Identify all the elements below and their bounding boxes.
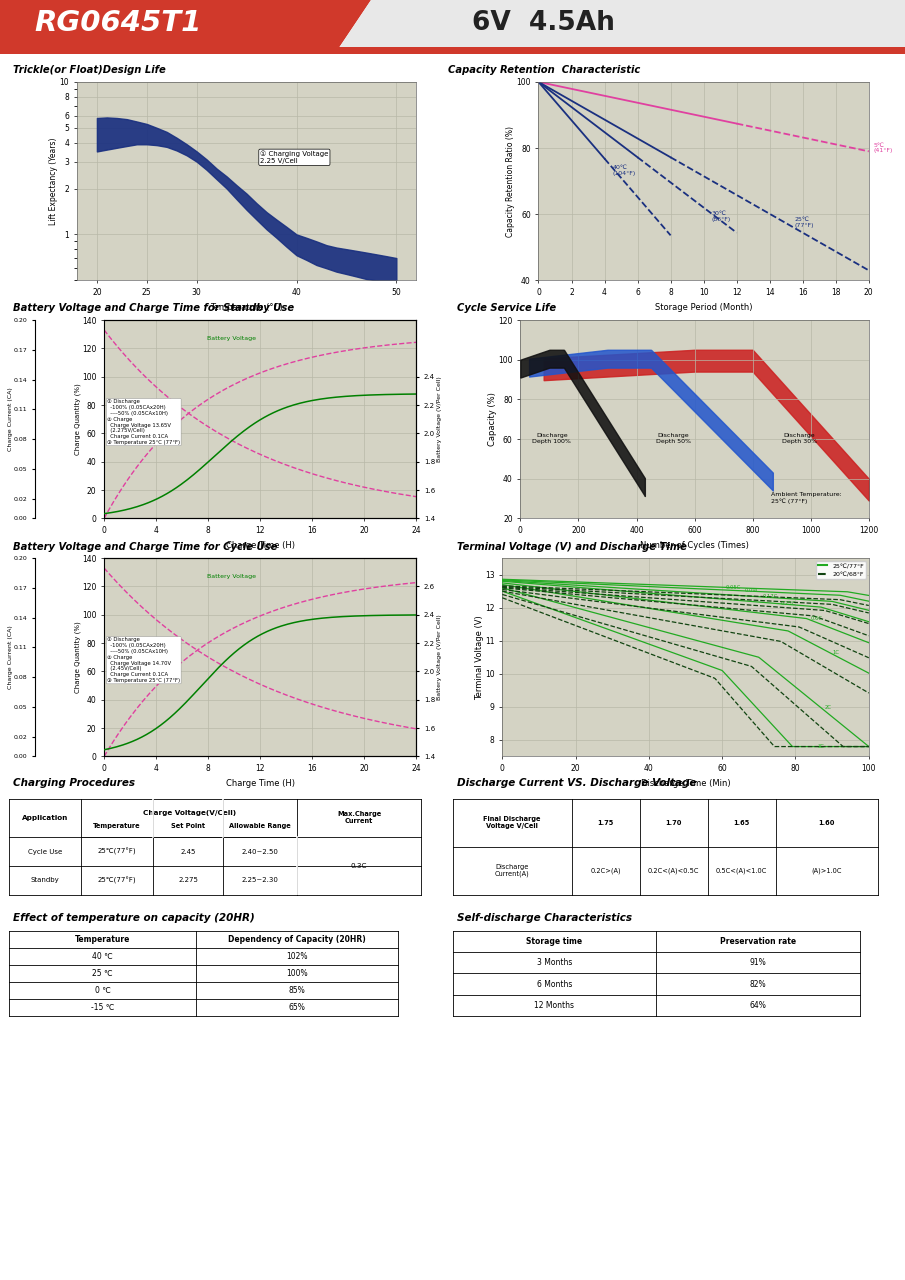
Text: 0.2C<(A)<0.5C: 0.2C<(A)<0.5C (648, 868, 700, 874)
Text: 102%: 102% (286, 952, 308, 961)
Text: Discharge Current VS. Discharge Voltage: Discharge Current VS. Discharge Voltage (457, 778, 696, 788)
X-axis label: Charge Time (H): Charge Time (H) (225, 778, 295, 787)
Y-axis label: Charge Current (CA): Charge Current (CA) (7, 626, 13, 689)
Text: Cycle Service Life: Cycle Service Life (457, 303, 556, 314)
Text: 0.6C: 0.6C (810, 616, 822, 621)
Text: ① Discharge
  -100% (0.05CAx20H)
  ----50% (0.05CAx10H)
② Charge
  Charge Voltag: ① Discharge -100% (0.05CAx20H) ----50% (… (107, 637, 180, 684)
Text: 0.17C: 0.17C (763, 594, 778, 599)
Text: 2.45: 2.45 (180, 849, 195, 855)
Text: ① Discharge
  -100% (0.05CAx20H)
  ----50% (0.05CAx10H)
② Charge
  Charge Voltag: ① Discharge -100% (0.05CAx20H) ----50% (… (107, 399, 180, 445)
Text: 0.25C: 0.25C (781, 602, 796, 605)
Text: 6 Months: 6 Months (537, 979, 572, 988)
Text: Discharge
Depth 100%: Discharge Depth 100% (532, 433, 571, 444)
Text: Effect of temperature on capacity (20HR): Effect of temperature on capacity (20HR) (14, 913, 255, 923)
Y-axis label: Battery Voltage (V/Per Cell): Battery Voltage (V/Per Cell) (436, 614, 442, 700)
Text: -15 ℃: -15 ℃ (90, 1004, 114, 1012)
Text: Dependency of Capacity (20HR): Dependency of Capacity (20HR) (228, 934, 366, 943)
Text: Capacity Retention  Characteristic: Capacity Retention Characteristic (448, 65, 640, 76)
Text: 3 Months: 3 Months (537, 959, 572, 968)
Text: Charge Voltage(V/Cell): Charge Voltage(V/Cell) (143, 810, 236, 817)
Text: Battery Voltage: Battery Voltage (207, 573, 256, 579)
Text: 12 Months: 12 Months (534, 1001, 575, 1010)
Text: 1.75: 1.75 (597, 819, 614, 826)
Text: 64%: 64% (749, 1001, 767, 1010)
Text: Application: Application (22, 815, 68, 820)
Y-axis label: Capacity Retention Ratio (%): Capacity Retention Ratio (%) (506, 125, 515, 237)
Text: 2.40~2.50: 2.40~2.50 (242, 849, 279, 855)
Y-axis label: Capacity (%): Capacity (%) (488, 392, 497, 447)
Text: Final Discharge
Voltage V/Cell: Final Discharge Voltage V/Cell (483, 817, 541, 829)
Text: 1.65: 1.65 (734, 819, 750, 826)
Text: 5℃
(41°F): 5℃ (41°F) (873, 142, 893, 154)
Y-axis label: Charge Quantity (%): Charge Quantity (%) (74, 621, 81, 694)
Text: 25℃(77°F): 25℃(77°F) (98, 877, 137, 884)
Text: Temperature: Temperature (93, 823, 141, 828)
Text: 0.2C>(A): 0.2C>(A) (590, 868, 621, 874)
Text: Charging Procedures: Charging Procedures (14, 778, 135, 788)
Text: Terminal Voltage (V) and Discharge Time: Terminal Voltage (V) and Discharge Time (457, 541, 687, 552)
Text: Trickle(or Float)Design Life: Trickle(or Float)Design Life (14, 65, 166, 76)
Text: Ambient Temperature:
25℃ (77°F): Ambient Temperature: 25℃ (77°F) (771, 492, 842, 503)
Text: Standby: Standby (31, 877, 60, 883)
Text: RG0645T1: RG0645T1 (34, 9, 201, 37)
X-axis label: Charge Time (H): Charge Time (H) (225, 540, 295, 549)
Text: Temperature: Temperature (75, 934, 130, 943)
Text: Max.Charge
Current: Max.Charge Current (337, 812, 381, 824)
Y-axis label: Lift Expectancy (Years): Lift Expectancy (Years) (49, 137, 58, 225)
Text: 0.09C: 0.09C (744, 588, 759, 593)
Text: Discharge
Depth 50%: Discharge Depth 50% (656, 433, 691, 444)
X-axis label: Storage Period (Month): Storage Period (Month) (655, 302, 752, 311)
Text: Discharge
Depth 30%: Discharge Depth 30% (782, 433, 816, 444)
Text: 65%: 65% (289, 1004, 306, 1012)
Text: 25℃(77°F): 25℃(77°F) (98, 847, 137, 855)
Text: 2C: 2C (824, 705, 832, 710)
Text: 91%: 91% (749, 959, 767, 968)
Text: 3C: 3C (817, 744, 824, 749)
Text: 0.3C: 0.3C (351, 863, 367, 869)
Text: Allowable Range: Allowable Range (229, 823, 291, 828)
X-axis label: Discharge Time (Min): Discharge Time (Min) (641, 778, 730, 787)
Text: 2.275: 2.275 (178, 877, 198, 883)
Text: Battery Voltage and Charge Time for Standby Use: Battery Voltage and Charge Time for Stan… (14, 303, 294, 314)
X-axis label: Temperature (°C): Temperature (°C) (210, 302, 283, 311)
Text: 2.25~2.30: 2.25~2.30 (242, 877, 279, 883)
Text: 82%: 82% (749, 979, 767, 988)
X-axis label: Number of Cycles (Times): Number of Cycles (Times) (640, 540, 749, 549)
Text: 85%: 85% (289, 986, 305, 995)
Text: Battery Voltage and Charge Time for Cycle Use: Battery Voltage and Charge Time for Cycl… (14, 541, 278, 552)
Text: 1.60: 1.60 (819, 819, 835, 826)
Text: Preservation rate: Preservation rate (719, 937, 796, 946)
Text: ① Charging Voltage
2.25 V/Cell: ① Charging Voltage 2.25 V/Cell (261, 151, 329, 164)
Bar (0, 47, 905, 54)
Text: 6V  4.5Ah: 6V 4.5Ah (472, 9, 614, 36)
Text: Cycle Use: Cycle Use (28, 849, 62, 855)
Text: 25℃
(77°F): 25℃ (77°F) (795, 218, 814, 228)
Text: Storage time: Storage time (526, 937, 583, 946)
Y-axis label: Battery Voltage (V/Per Cell): Battery Voltage (V/Per Cell) (436, 376, 442, 462)
Text: 100%: 100% (286, 969, 308, 978)
Text: 0.5C<(A)<1.0C: 0.5C<(A)<1.0C (716, 868, 767, 874)
Text: Discharge
Current(A): Discharge Current(A) (495, 864, 529, 878)
Text: (A)>1.0C: (A)>1.0C (812, 868, 842, 874)
Legend: 25℃/77°F, 20℃/68°F: 25℃/77°F, 20℃/68°F (815, 561, 866, 579)
Text: Battery Voltage: Battery Voltage (207, 335, 256, 340)
Text: 40℃
(104°F): 40℃ (104°F) (613, 165, 636, 177)
Y-axis label: Charge Quantity (%): Charge Quantity (%) (74, 383, 81, 456)
Polygon shape (0, 0, 371, 54)
Text: 0.05C: 0.05C (726, 585, 741, 590)
Polygon shape (335, 0, 905, 54)
Text: Set Point: Set Point (171, 823, 205, 828)
Text: 1C: 1C (833, 649, 839, 654)
Text: 40 ℃: 40 ℃ (92, 952, 113, 961)
Text: 30℃
(86°F): 30℃ (86°F) (712, 211, 731, 221)
Text: 0 ℃: 0 ℃ (94, 986, 110, 995)
Y-axis label: Charge Current (CA): Charge Current (CA) (7, 388, 13, 451)
Text: 1.70: 1.70 (665, 819, 681, 826)
Y-axis label: Terminal Voltage (V): Terminal Voltage (V) (474, 614, 483, 700)
Text: 25 ℃: 25 ℃ (92, 969, 113, 978)
Text: Self-discharge Characteristics: Self-discharge Characteristics (457, 913, 632, 923)
